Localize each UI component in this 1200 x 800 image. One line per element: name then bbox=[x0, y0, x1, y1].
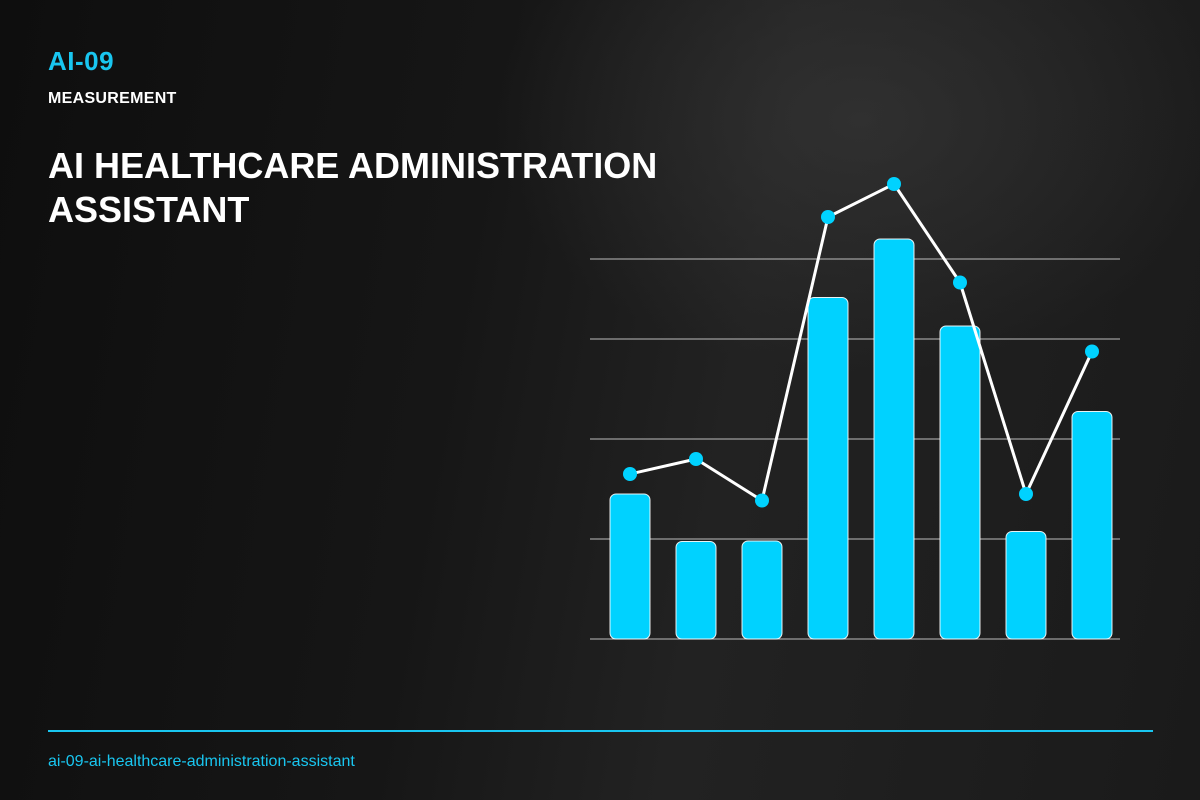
bar-1 bbox=[609, 493, 651, 640]
line-point-2 bbox=[689, 452, 703, 466]
bar-8 bbox=[1071, 411, 1113, 640]
line-point-6 bbox=[953, 275, 967, 290]
bar-3 bbox=[741, 540, 783, 640]
bar-4 bbox=[807, 297, 849, 640]
bar-6 bbox=[939, 325, 981, 640]
report-code: AI-09 bbox=[48, 46, 115, 76]
line-series bbox=[628, 182, 1094, 502]
line-point-5 bbox=[887, 177, 901, 191]
footer-slug: ai-09-ai-healthcare-administration-assis… bbox=[48, 753, 355, 770]
bar-5 bbox=[873, 238, 915, 640]
line-point-7 bbox=[1019, 487, 1033, 501]
line-point-4 bbox=[821, 210, 835, 224]
line-point-3 bbox=[755, 493, 769, 508]
bar-7 bbox=[1005, 531, 1047, 640]
page-title: AI HEALTHCARE ADMINISTRATION ASSISTANT bbox=[48, 145, 658, 230]
bar-layer bbox=[609, 238, 1113, 640]
line-layer bbox=[628, 182, 1094, 502]
point-layer bbox=[623, 177, 1099, 508]
bar-2 bbox=[675, 541, 717, 640]
line-point-8 bbox=[1085, 344, 1099, 359]
category-label: MEASUREMENT bbox=[48, 90, 177, 107]
line-point-1 bbox=[623, 467, 637, 481]
footer-divider bbox=[48, 730, 1153, 732]
